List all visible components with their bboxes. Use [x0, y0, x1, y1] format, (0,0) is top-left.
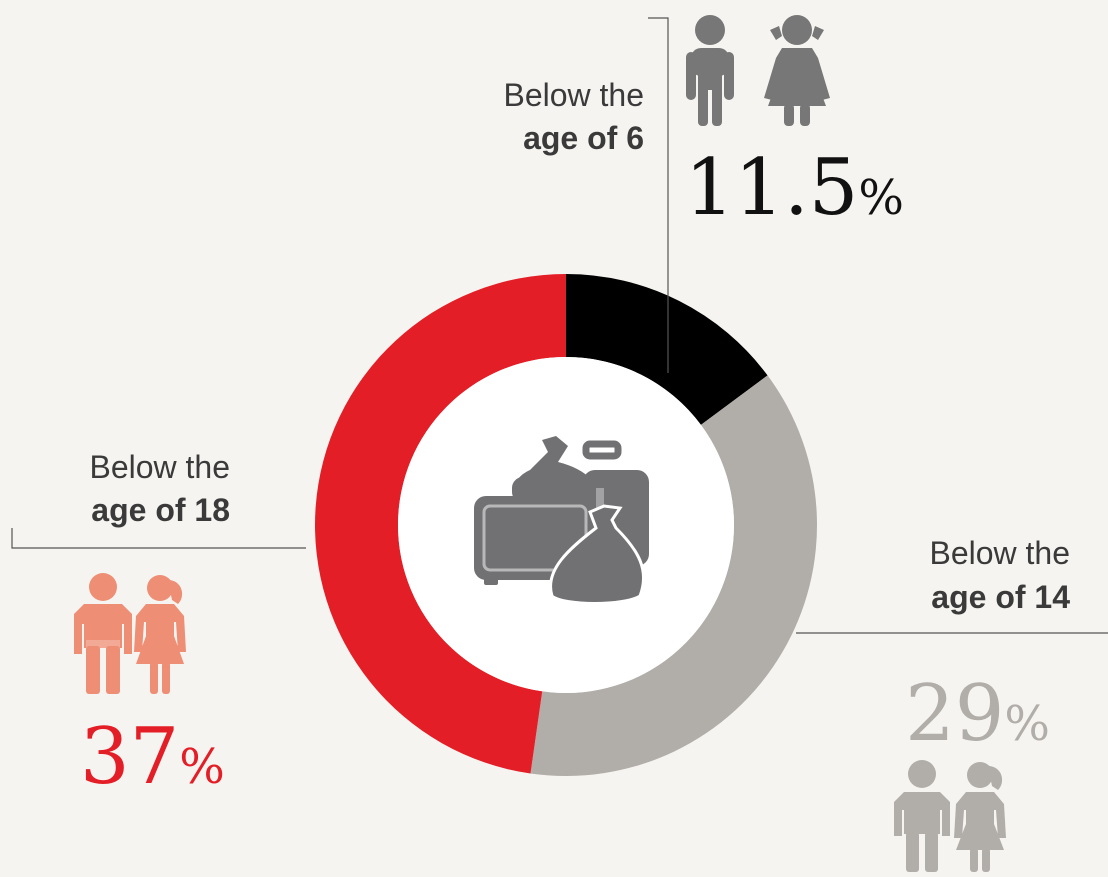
young-man-woman-icon: [74, 573, 186, 694]
luggage-bags-icon: [474, 436, 649, 605]
age-18-label-line1: Below the: [89, 449, 230, 485]
donut-slice-age-of-6: [566, 274, 768, 425]
age-14-percent-sign: %: [1004, 696, 1050, 752]
age-18-label-line2: age of 18: [91, 492, 230, 528]
age-14-label-line1: Below the: [929, 535, 1070, 571]
age-18-value: 37: [80, 712, 179, 802]
age-6-value: 11.5: [685, 143, 859, 233]
age-14-percent: 29%: [905, 669, 1050, 759]
age-18-percent: 37%: [80, 712, 225, 802]
leader-line-age-18: [11, 528, 306, 549]
donut-slice-age-of-14: [530, 375, 817, 776]
leader-line-age-6: [648, 17, 669, 373]
donut-slice-age-of-18: [315, 274, 566, 774]
age-6-label-line2: age of 6: [523, 120, 644, 156]
age-6-percent: 11.5%: [685, 143, 904, 233]
age-14-label-line2: age of 14: [931, 579, 1070, 615]
age-6-label-line1: Below the: [503, 77, 644, 113]
donut-ring: [315, 274, 817, 776]
age-6-percent-sign: %: [858, 170, 904, 226]
boy-girl-teen-icon: [894, 760, 1006, 872]
boy-girl-child-icon: [686, 15, 830, 126]
age-14-value: 29: [905, 669, 1004, 759]
age-18-percent-sign: %: [179, 739, 225, 795]
